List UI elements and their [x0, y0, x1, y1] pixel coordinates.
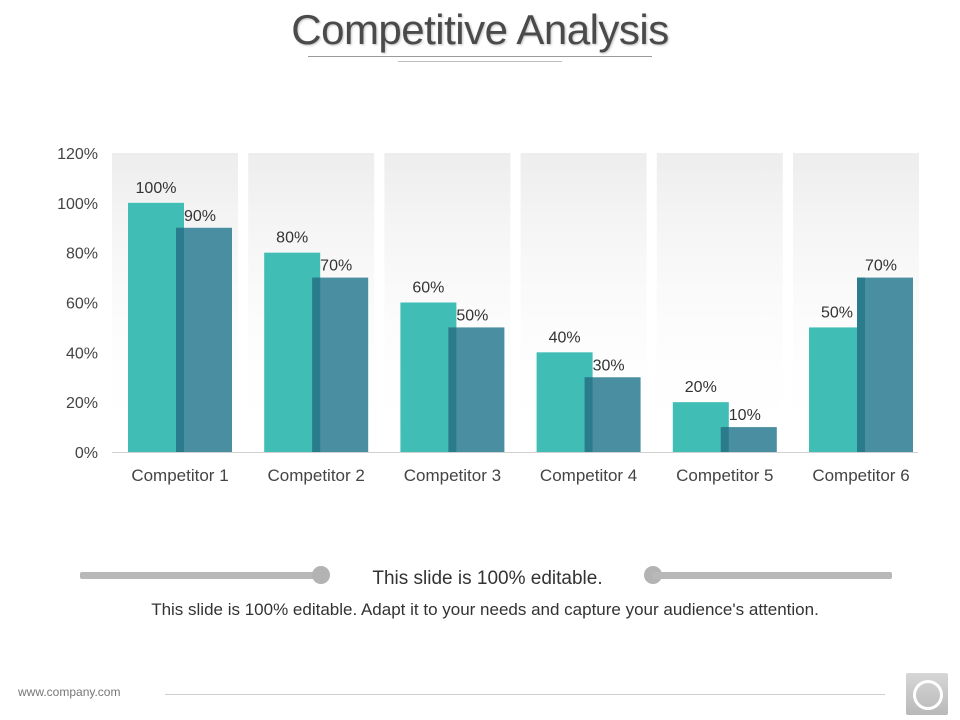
- x-tick-label: Competitor 2: [268, 466, 365, 485]
- data-label-series2: 90%: [184, 208, 216, 225]
- x-tick-label: Competitor 1: [131, 466, 228, 485]
- y-tick-label: 20%: [66, 395, 98, 412]
- bar-chart: 0% 20% 40% 60% 80% 100% 120% 100% 90% Competitor …: [57, 146, 919, 485]
- bar-series2: [720, 427, 777, 452]
- bar-series2-edge: [176, 227, 184, 452]
- bar-series2: [176, 227, 232, 452]
- x-tick-label: Competitor 4: [540, 466, 637, 485]
- data-label-series1: 80%: [276, 230, 308, 247]
- data-label-series1: 40%: [549, 329, 581, 346]
- y-tick-label: 40%: [66, 345, 98, 362]
- left-slider-knob: [312, 566, 330, 584]
- data-label-series2: 50%: [456, 307, 488, 324]
- slide-title: Competitive Analysis: [291, 6, 669, 53]
- title-underline-short: [398, 61, 562, 62]
- bar-series1: [128, 202, 184, 452]
- bar-series2-edge: [584, 377, 593, 452]
- y-tick-label: 80%: [66, 246, 98, 263]
- data-label-series1: 20%: [685, 379, 717, 396]
- data-label-series1: 60%: [412, 280, 444, 297]
- data-label-series1: 100%: [136, 180, 177, 197]
- data-label-series2: 70%: [865, 258, 897, 275]
- bar-series2-edge: [857, 277, 865, 452]
- y-tick-label: 60%: [66, 296, 98, 313]
- slide-caption: This slide is 100% editable.: [372, 568, 603, 589]
- bar-series2: [448, 327, 505, 452]
- title-underline: [308, 56, 652, 57]
- bar-series2: [312, 277, 369, 452]
- x-tick-label: Competitor 5: [676, 466, 773, 485]
- data-label-series2: 30%: [593, 357, 625, 374]
- y-tick-label: 120%: [57, 146, 98, 163]
- circle-icon: [913, 680, 943, 710]
- footer-divider: [165, 694, 885, 695]
- left-slider-track: [80, 572, 320, 579]
- data-label-series2: 70%: [320, 258, 352, 275]
- bar-series1: [809, 327, 865, 452]
- bar-series2: [584, 377, 641, 452]
- data-label-series1: 50%: [821, 304, 853, 321]
- bar-series2: [857, 277, 913, 452]
- x-tick-label: Competitor 3: [404, 466, 501, 485]
- bar-series1: [672, 402, 729, 452]
- bar-series2-edge: [312, 277, 321, 452]
- x-tick-label: Competitor 6: [812, 466, 909, 485]
- y-tick-label: 0%: [75, 445, 98, 462]
- bar-series2-edge: [448, 327, 457, 452]
- footer-url: www.company.com: [18, 685, 121, 699]
- bar-series1: [400, 302, 457, 452]
- data-label-series2: 10%: [729, 407, 761, 424]
- bar-series1: [264, 252, 321, 452]
- y-tick-label: 100%: [57, 196, 98, 213]
- corner-logo: [906, 673, 948, 715]
- slide-body-text: This slide is 100% editable. Adapt it to…: [151, 600, 819, 619]
- bar-series1: [536, 352, 593, 452]
- bar-series2-edge: [720, 427, 729, 452]
- right-slider-track: [652, 572, 892, 579]
